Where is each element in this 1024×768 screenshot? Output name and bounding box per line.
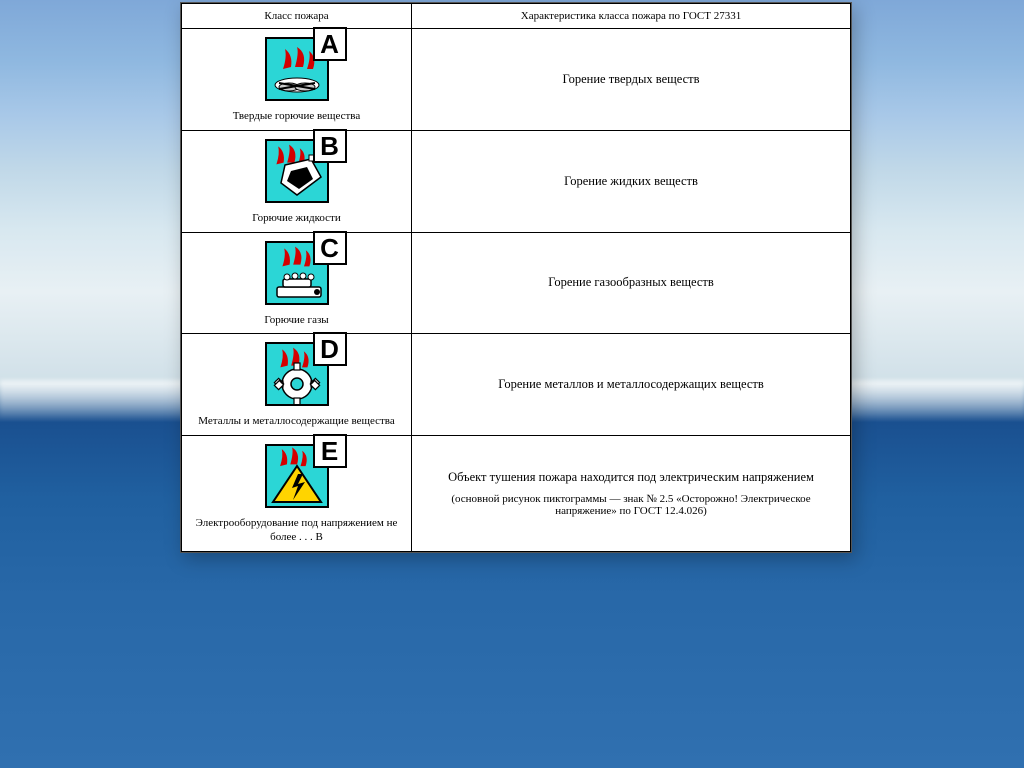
table-row: E Электрооборудование под напряжением не … xyxy=(182,436,851,552)
cell-desc-A: Горение твердых веществ xyxy=(412,29,851,131)
class-description-sub: (основной рисунок пиктограммы — знак № 2… xyxy=(426,493,836,517)
class-caption: Горючие газы xyxy=(186,314,407,328)
table-row: B Горючие жидкости Горение жидких веществ xyxy=(182,130,851,232)
cell-class-B: B Горючие жидкости xyxy=(182,130,412,232)
class-letter: B xyxy=(313,129,347,163)
pictogram-wrap: B xyxy=(265,139,329,203)
cell-desc-E: Объект тушения пожара находится под элек… xyxy=(412,436,851,552)
header-col-desc: Характеристика класса пожара по ГОСТ 273… xyxy=(412,4,851,29)
pictogram-wrap: D xyxy=(265,342,329,406)
class-caption: Металлы и металлосодержащие вещества xyxy=(186,415,407,429)
cell-class-E: E Электрооборудование под напряжением не … xyxy=(182,436,412,552)
cell-class-C: C Горючие газы xyxy=(182,232,412,334)
class-description: Объект тушения пожара находится под элек… xyxy=(426,470,836,485)
class-caption: Электрооборудование под напряжением не б… xyxy=(186,517,407,545)
class-letter: D xyxy=(313,332,347,366)
class-description: Горение твердых веществ xyxy=(426,72,836,87)
cell-class-D: D Металлы и металлосодержащие вещества xyxy=(182,334,412,436)
pictogram-wrap: C xyxy=(265,241,329,305)
class-caption: Горючие жидкости xyxy=(186,212,407,226)
table-row: A Твердые горючие вещества Горение твердых… xyxy=(182,29,851,131)
table-row: D Металлы и металлосодержащие вещества Гор… xyxy=(182,334,851,436)
table-header-row: Класс пожара Характеристика класса пожар… xyxy=(182,4,851,29)
header-col-class: Класс пожара xyxy=(182,4,412,29)
cell-class-A: A Твердые горючие вещества xyxy=(182,29,412,131)
cell-desc-D: Горение металлов и металлосодержащих вещ… xyxy=(412,334,851,436)
cell-desc-B: Горение жидких веществ xyxy=(412,130,851,232)
class-caption: Твердые горючие вещества xyxy=(186,110,407,124)
class-letter: E xyxy=(313,434,347,468)
class-description: Горение металлов и металлосодержащих вещ… xyxy=(426,377,836,392)
class-description: Горение газообразных веществ xyxy=(426,275,836,290)
fire-class-table: Класс пожара Характеристика класса пожар… xyxy=(181,3,851,552)
class-letter: C xyxy=(313,231,347,265)
class-description: Горение жидких веществ xyxy=(426,174,836,189)
class-letter: A xyxy=(313,27,347,61)
pictogram-wrap: E xyxy=(265,444,329,508)
fire-class-table-panel: Класс пожара Характеристика класса пожар… xyxy=(180,2,852,553)
cell-desc-C: Горение газообразных веществ xyxy=(412,232,851,334)
table-row: C Горючие газы Горение газообразных вещест… xyxy=(182,232,851,334)
pictogram-wrap: A xyxy=(265,37,329,101)
